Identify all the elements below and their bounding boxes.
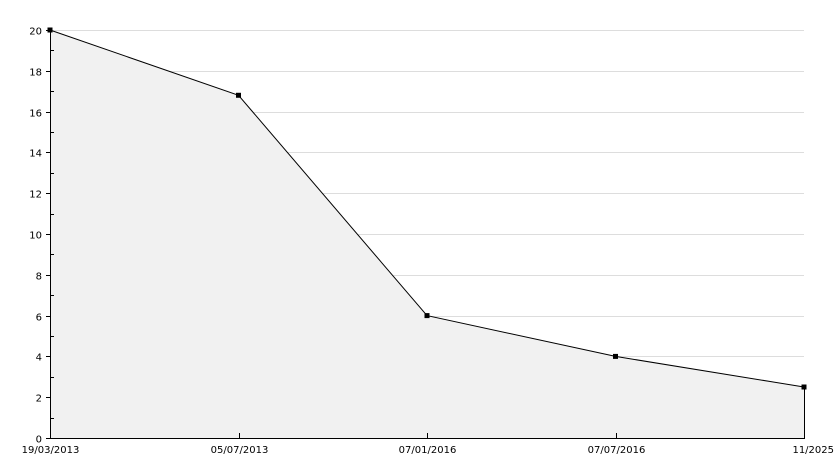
- y-tick-labels: 0 2 4 6 8 10 12 14 16 18 20: [29, 27, 42, 446]
- y-tick-label: 10: [29, 231, 42, 242]
- axes: [46, 30, 805, 439]
- area-fill: [50, 30, 804, 438]
- x-tick-label: 07/07/2016: [588, 445, 646, 456]
- y-tick-label: 20: [29, 27, 42, 38]
- x-tick-label: 05/07/2013: [211, 445, 269, 456]
- y-tick-label: 16: [29, 109, 42, 120]
- data-point: [424, 313, 430, 319]
- data-points: [47, 27, 807, 390]
- data-point: [236, 92, 241, 98]
- data-point: [47, 27, 53, 33]
- y-tick-label: 2: [36, 394, 42, 405]
- data-point: [801, 384, 807, 390]
- y-tick-label: 8: [36, 272, 42, 283]
- x-tick-label: 19/03/2013: [22, 445, 80, 456]
- y-tick-label: 12: [29, 190, 42, 201]
- x-tick-label: 07/01/2016: [399, 445, 457, 456]
- x-tick-labels: 19/03/2013 05/07/2013 07/01/2016 07/07/2016…: [22, 445, 834, 456]
- x-tick-label: 11/2025: [792, 445, 834, 456]
- y-tick-label: 0: [36, 435, 42, 446]
- y-tick-label: 14: [29, 149, 42, 160]
- y-tick-label: 4: [36, 353, 42, 364]
- y-tick-label: 18: [29, 68, 42, 79]
- data-point: [613, 353, 618, 359]
- y-tick-label: 6: [36, 313, 42, 324]
